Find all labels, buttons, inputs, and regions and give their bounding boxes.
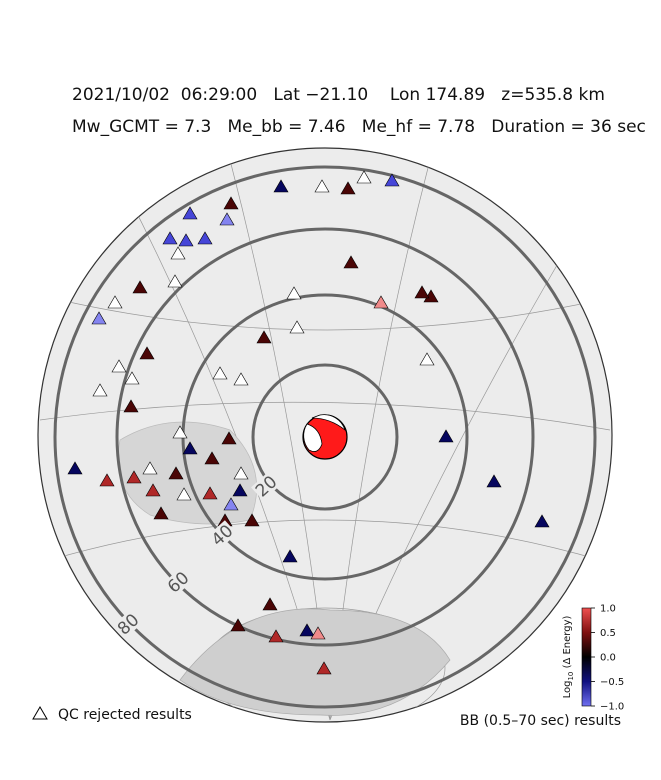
ring-label-bg (163, 567, 193, 597)
ring-label-bg (113, 609, 143, 639)
colorbar-label: Log10 (Δ Energy) (562, 616, 575, 699)
beachball-segment (311, 414, 346, 432)
station (232, 483, 248, 497)
station (91, 311, 107, 325)
station (384, 173, 400, 187)
legend: QC rejected results BB (0.5–70 sec) resu… (32, 706, 621, 729)
colorbar-label-rest: (Δ Energy) (562, 616, 573, 672)
station (92, 383, 108, 397)
colorbar-tick-label: 1.0 (600, 604, 616, 615)
station (273, 179, 289, 193)
station (299, 623, 315, 637)
legend-text: BB (0.5–70 sec) results (460, 713, 621, 729)
station (262, 597, 278, 611)
station (182, 206, 198, 220)
colorbar-scale (581, 607, 592, 707)
station (162, 231, 178, 245)
station (170, 246, 186, 260)
station (486, 474, 502, 488)
station (176, 487, 192, 501)
station (233, 466, 249, 480)
station (534, 514, 550, 528)
station (314, 179, 330, 193)
colorbar-tick-label: 0.0 (600, 653, 616, 664)
legend-text: QC rejected results (58, 707, 192, 723)
station (99, 473, 115, 487)
station (142, 461, 158, 475)
stations (67, 170, 550, 675)
colorbar-label-sub: 10 (567, 672, 575, 681)
station (182, 441, 198, 455)
station (139, 346, 155, 360)
station (340, 181, 356, 195)
station (197, 231, 213, 245)
station (310, 626, 326, 640)
station (316, 661, 332, 675)
station (168, 466, 184, 480)
station (123, 399, 139, 413)
station (244, 513, 260, 527)
distance-ring (115, 227, 535, 647)
station (111, 359, 127, 373)
station (132, 280, 148, 294)
station (204, 451, 220, 465)
station (419, 352, 435, 366)
station (153, 506, 169, 520)
station (219, 212, 235, 226)
station (373, 295, 389, 309)
distance-ring (251, 363, 399, 511)
header-line: Mw_GCMT = 7.3 Me_bb = 7.46 Me_hf = 7.78 … (72, 117, 646, 137)
station (212, 366, 228, 380)
colorbar-label-base: Log (562, 681, 573, 699)
station (230, 618, 246, 632)
graticule-line (59, 299, 601, 331)
colorbar-tick-label: −0.5 (600, 677, 624, 688)
legend-symbol (32, 706, 48, 720)
station (268, 629, 284, 643)
header-line: 2021/10/02 06:29:00 Lat −21.10 Lon 174.8… (72, 85, 605, 105)
station (107, 295, 123, 309)
distance-ring (53, 165, 597, 709)
station (289, 320, 305, 334)
colorbar-tick-label: −1.0 (600, 702, 624, 713)
colorbar: Log10 (Δ Energy) 1.0 0.5 0.0 −0.5 −1.0 (562, 604, 624, 713)
station (167, 274, 183, 288)
station (414, 285, 430, 299)
station (145, 483, 161, 497)
ring-label-bg (207, 520, 237, 550)
station (202, 486, 218, 500)
beachball (302, 414, 348, 460)
station (223, 196, 239, 210)
station (178, 233, 194, 247)
station (223, 497, 239, 511)
station (356, 170, 372, 184)
station (126, 470, 142, 484)
colorbar-tick-label: 0.5 (600, 628, 616, 639)
station (343, 255, 359, 269)
station (67, 461, 83, 475)
station (221, 431, 237, 445)
graticule-line (49, 519, 601, 561)
ring-label-bg (251, 471, 281, 501)
station (438, 429, 454, 443)
station (256, 330, 272, 344)
station (172, 425, 188, 439)
station (286, 286, 302, 300)
station (282, 549, 298, 563)
station (233, 372, 249, 386)
beachball-segment (303, 423, 323, 452)
distance-rings (53, 165, 597, 709)
station (124, 371, 140, 385)
